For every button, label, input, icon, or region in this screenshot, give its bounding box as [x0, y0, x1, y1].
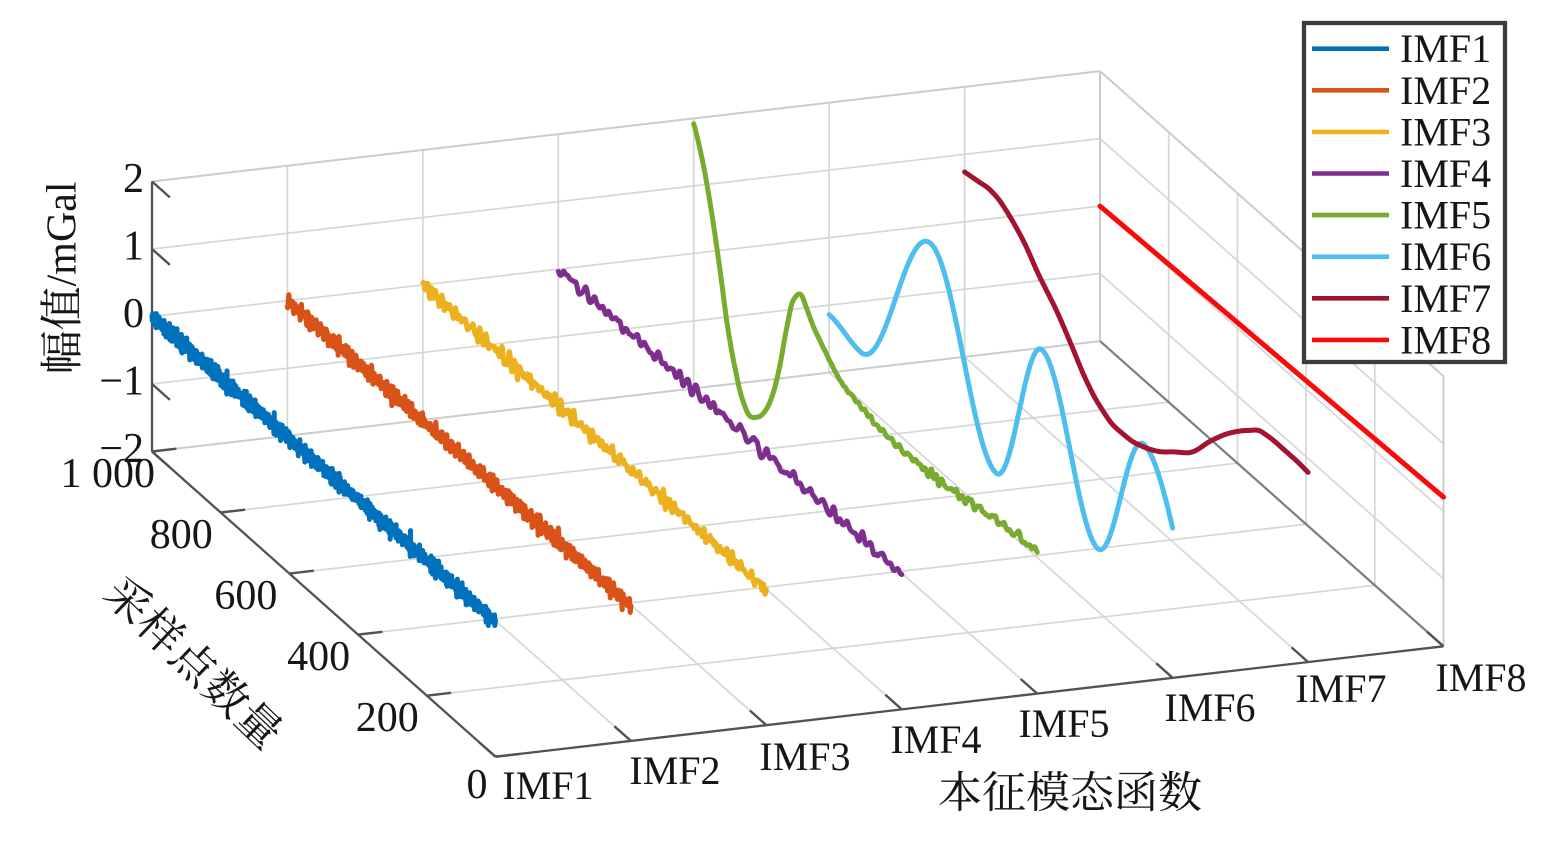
- svg-text:IMF8: IMF8: [1435, 655, 1526, 700]
- svg-text:800: 800: [150, 512, 213, 558]
- svg-text:IMF4: IMF4: [890, 717, 981, 762]
- svg-text:IMF5: IMF5: [1018, 701, 1109, 746]
- svg-text:600: 600: [214, 573, 277, 619]
- svg-text:IMF2: IMF2: [1400, 68, 1491, 113]
- svg-text:IMF3: IMF3: [1400, 109, 1491, 154]
- svg-text:IMF1: IMF1: [502, 763, 593, 808]
- svg-text:200: 200: [356, 695, 419, 741]
- svg-text:−2: −2: [99, 426, 144, 472]
- svg-text:400: 400: [287, 634, 350, 680]
- svg-text:IMF3: IMF3: [759, 734, 850, 779]
- svg-text:0: 0: [123, 291, 144, 337]
- svg-text:IMF1: IMF1: [1400, 26, 1491, 71]
- svg-text:IMF7: IMF7: [1295, 666, 1386, 711]
- svg-text:0: 0: [467, 762, 488, 808]
- svg-text:IMF7: IMF7: [1400, 276, 1491, 321]
- svg-text:IMF6: IMF6: [1164, 685, 1255, 730]
- svg-text:−1: −1: [99, 359, 144, 405]
- svg-text:IMF4: IMF4: [1400, 151, 1491, 196]
- svg-text:IMF6: IMF6: [1400, 234, 1491, 279]
- svg-text:IMF2: IMF2: [629, 748, 720, 793]
- svg-text:2: 2: [123, 156, 144, 202]
- svg-text:1: 1: [123, 224, 144, 270]
- svg-text:IMF8: IMF8: [1400, 317, 1491, 362]
- svg-text:1 000: 1 000: [61, 451, 156, 497]
- svg-text:IMF5: IMF5: [1400, 193, 1491, 238]
- svg-text:/mGal: /mGal: [40, 181, 86, 286]
